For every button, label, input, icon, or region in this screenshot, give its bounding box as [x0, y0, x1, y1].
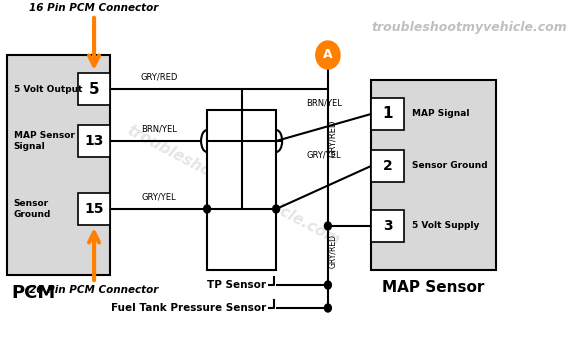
Text: 26 Pin PCM Connector: 26 Pin PCM Connector	[30, 285, 159, 295]
Text: 16 Pin PCM Connector: 16 Pin PCM Connector	[30, 3, 159, 13]
Bar	[371, 150, 404, 182]
Text: 15: 15	[84, 202, 104, 216]
Text: 5 Volt Supply: 5 Volt Supply	[412, 222, 480, 231]
Text: GRY/RED: GRY/RED	[329, 234, 338, 268]
Bar	[78, 125, 110, 157]
Bar	[371, 80, 496, 270]
Text: 5: 5	[89, 82, 99, 97]
Text: TP Sensor: TP Sensor	[207, 280, 266, 290]
Text: GRY/YEL: GRY/YEL	[142, 193, 176, 202]
Circle shape	[273, 205, 280, 213]
Text: 5 Volt Output: 5 Volt Output	[14, 84, 82, 93]
Bar	[371, 98, 404, 130]
Bar	[78, 193, 110, 225]
Text: 13: 13	[84, 134, 104, 148]
Circle shape	[316, 41, 340, 69]
Text: A: A	[323, 49, 333, 62]
Text: troubleshootmyvehicle.com: troubleshootmyvehicle.com	[124, 122, 342, 248]
Text: MAP Signal: MAP Signal	[412, 110, 470, 119]
Text: Sensor
Ground: Sensor Ground	[14, 199, 51, 219]
Bar	[7, 55, 110, 275]
Text: 2: 2	[383, 159, 392, 173]
Text: MAP Sensor
Signal: MAP Sensor Signal	[14, 131, 75, 151]
Circle shape	[324, 304, 331, 312]
Bar	[207, 110, 276, 270]
Text: MAP Sensor: MAP Sensor	[382, 280, 484, 295]
Circle shape	[204, 205, 211, 213]
Circle shape	[324, 281, 331, 289]
Text: troubleshootmyvehicle.com: troubleshootmyvehicle.com	[371, 21, 567, 35]
Text: PCM: PCM	[11, 284, 56, 302]
Circle shape	[324, 222, 331, 230]
Text: 3: 3	[383, 219, 392, 233]
Text: Fuel Tank Pressure Sensor: Fuel Tank Pressure Sensor	[111, 303, 266, 313]
Bar	[371, 210, 404, 242]
Text: GRY/RED: GRY/RED	[140, 73, 177, 82]
Text: 1: 1	[382, 106, 393, 121]
Text: GRY/YEL: GRY/YEL	[306, 150, 341, 159]
Text: BRN/YEL: BRN/YEL	[141, 125, 177, 134]
Bar	[78, 73, 110, 105]
Text: Sensor Ground: Sensor Ground	[412, 161, 488, 170]
Text: BRN/YEL: BRN/YEL	[306, 98, 342, 107]
Text: GRY/RED: GRY/RED	[328, 120, 337, 157]
